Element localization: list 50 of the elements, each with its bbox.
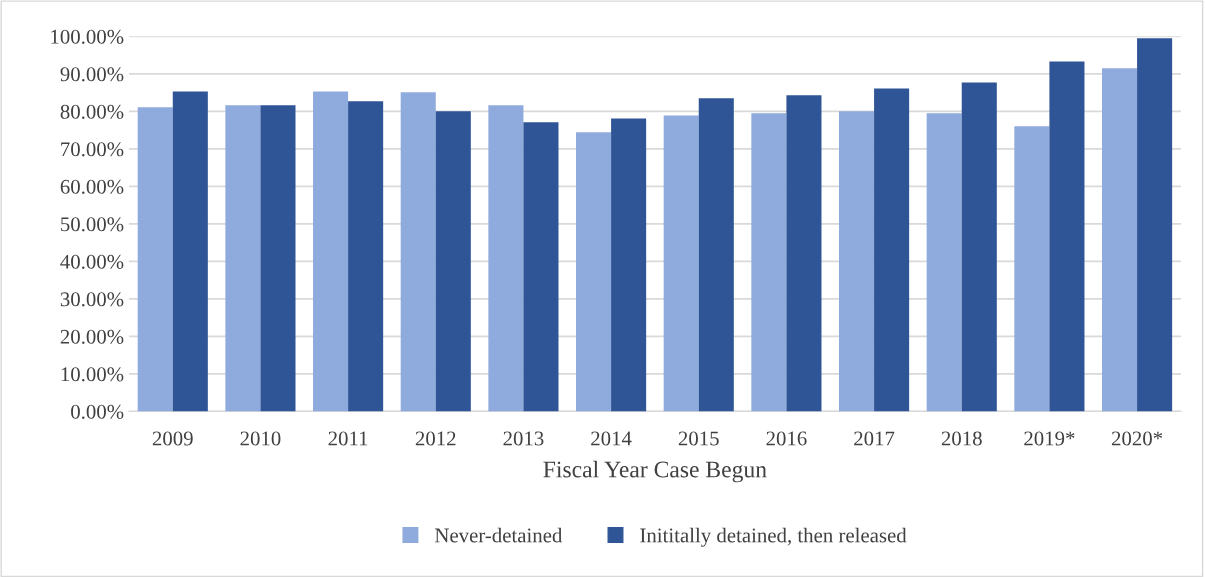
bar <box>400 92 436 412</box>
bar <box>348 101 384 412</box>
x-tick-label: 2011 <box>328 431 368 446</box>
bar <box>488 105 524 412</box>
x-tick-label: 2018 <box>941 431 982 446</box>
y-tick-label: 20.00% <box>60 329 124 344</box>
bar <box>260 105 296 412</box>
x-tick-label: 2017 <box>854 431 895 446</box>
legend-label: Inititally detained, then released <box>640 527 907 547</box>
x-axis-title: Fiscal Year Case Begun <box>543 460 767 483</box>
bar <box>786 95 822 412</box>
legend-label: Never-detained <box>434 527 563 543</box>
bar <box>435 111 471 412</box>
y-tick-label: 0.00% <box>71 404 124 419</box>
bar <box>1014 126 1050 412</box>
bar <box>698 98 734 412</box>
bar <box>611 118 647 412</box>
x-tick-label: 2015 <box>678 431 719 446</box>
x-tick-label: 2009 <box>152 431 193 446</box>
x-tick-label: 2020* <box>1111 431 1163 446</box>
bar <box>313 91 349 412</box>
y-tick-label: 90.00% <box>60 67 124 82</box>
bar <box>961 82 997 412</box>
bar <box>137 107 173 412</box>
x-tick-label: 2010 <box>240 431 281 446</box>
x-tick-label: 2019* <box>1024 431 1075 446</box>
bar <box>663 115 699 412</box>
y-tick-label: 40.00% <box>60 254 124 269</box>
y-tick-label: 80.00% <box>60 104 124 119</box>
y-tick-label: 50.00% <box>61 217 124 232</box>
bar <box>839 111 875 412</box>
bar <box>1137 38 1173 412</box>
bar <box>172 91 208 412</box>
y-tick-label: 10.00% <box>61 367 124 382</box>
bar <box>1102 68 1138 412</box>
bar <box>926 113 962 412</box>
y-tick-label: 30.00% <box>60 292 124 307</box>
bar <box>225 105 261 412</box>
bar <box>523 122 559 412</box>
x-tick-label: 2012 <box>415 431 456 446</box>
bar <box>576 132 612 412</box>
bar <box>874 88 910 412</box>
bar <box>751 113 787 412</box>
x-tick-label: 2016 <box>766 431 807 446</box>
x-tick-label: 2014 <box>591 431 632 446</box>
bar <box>1049 61 1085 412</box>
y-tick-label: 60.00% <box>60 179 124 194</box>
x-tick-label: 2013 <box>503 431 544 446</box>
y-tick-label: 100.00% <box>51 29 124 44</box>
y-tick-label: 70.00% <box>61 142 124 157</box>
